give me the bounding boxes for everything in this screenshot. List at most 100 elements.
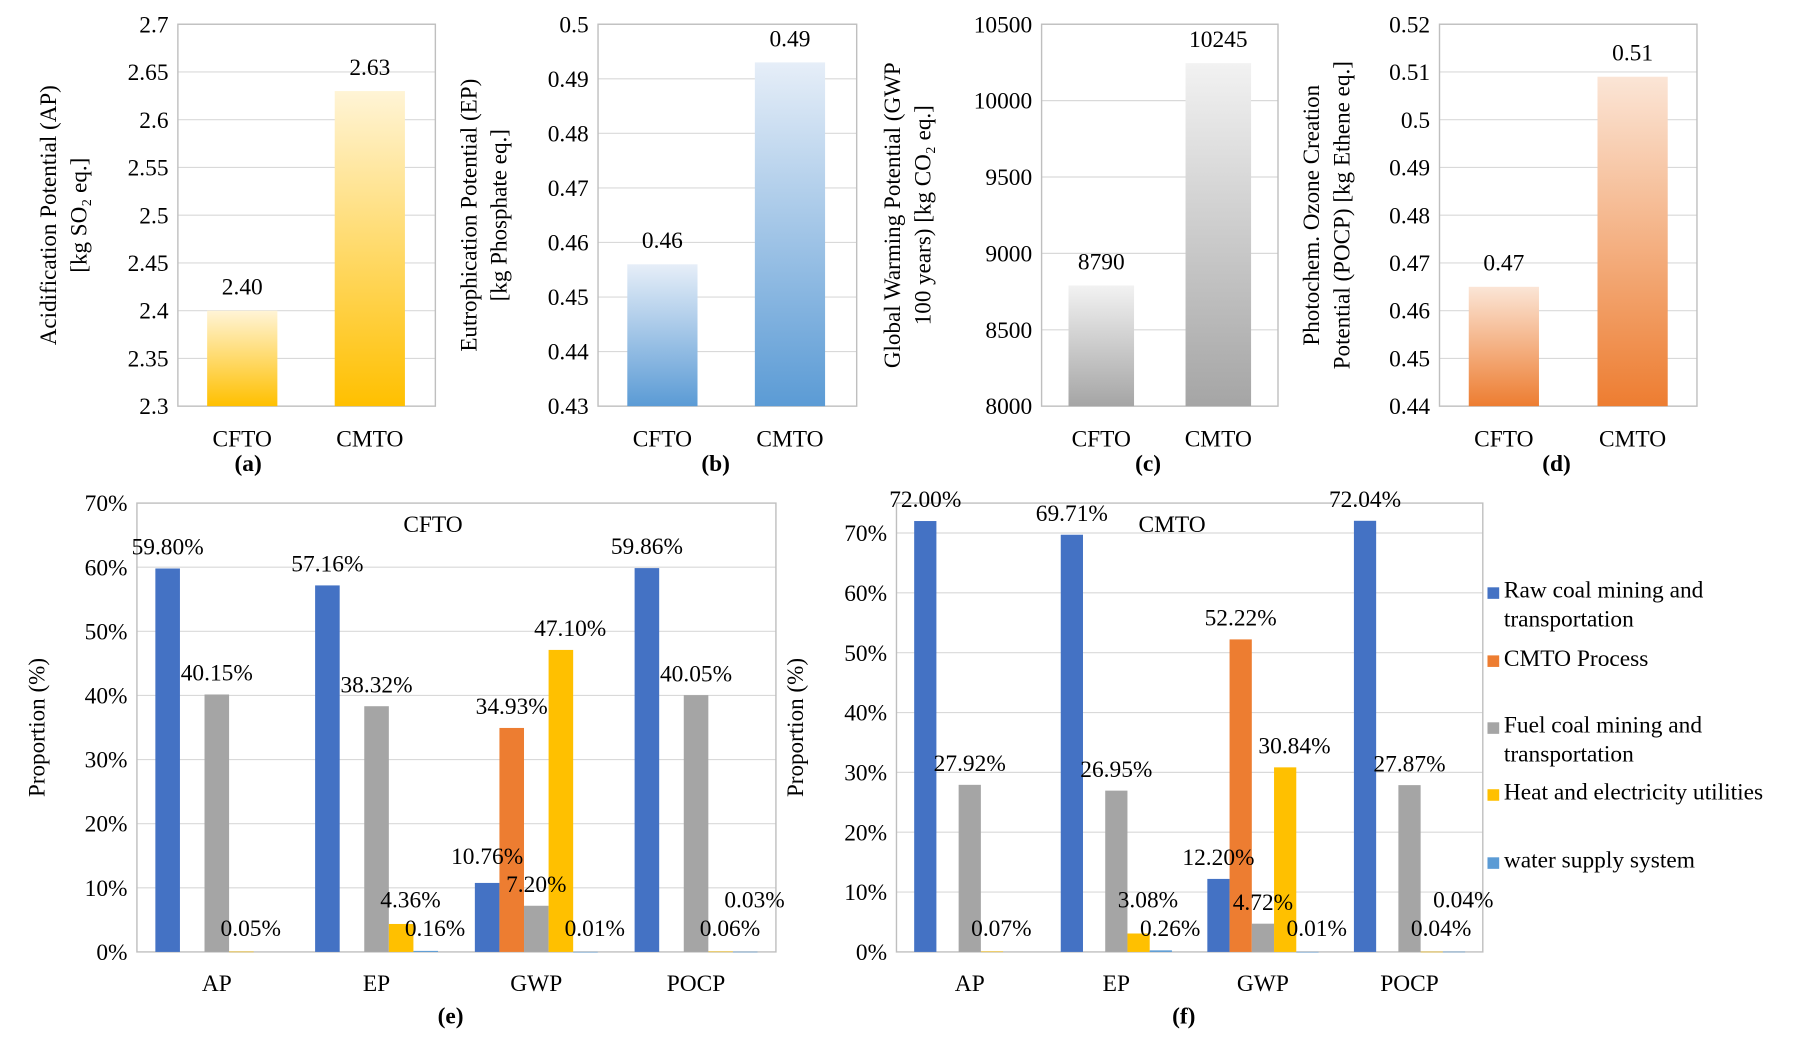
- y-tick-label: 0.44: [1389, 394, 1430, 420]
- bar-ap-series-3: [229, 951, 254, 953]
- y-tick-label: 8000: [985, 394, 1032, 420]
- y-tick-label: 0.5: [1401, 108, 1430, 134]
- y-tick-label: 50%: [844, 641, 887, 667]
- bar-ap-series-0: [914, 521, 937, 952]
- data-label: 0.06%: [700, 916, 760, 942]
- bar-ap-series-0: [155, 568, 180, 952]
- y-axis-label: Global Warming Potential (GWP: [880, 62, 906, 368]
- y-tick-label: 20%: [844, 820, 887, 846]
- bar-ep-series-0: [1060, 534, 1083, 952]
- data-label: 72.00%: [889, 487, 961, 513]
- y-tick-label: 0.47: [548, 176, 589, 202]
- data-label: 0.01%: [565, 916, 625, 942]
- panel-label: (a): [234, 451, 261, 477]
- y-tick-label: 2.6: [139, 108, 168, 134]
- y-tick-label: 0.45: [548, 285, 589, 311]
- y-tick-label: 10%: [85, 876, 128, 902]
- bar-cfto: [1068, 285, 1135, 407]
- plot-frame: [136, 502, 777, 953]
- x-tick-label: AP: [202, 971, 232, 997]
- y-axis-label: Eutrophication Potential (EP): [456, 79, 482, 352]
- data-label: 0.16%: [405, 916, 465, 942]
- y-tick-label: 0.48: [1389, 203, 1430, 229]
- bar-ap-series-2: [204, 694, 230, 952]
- x-tick-label: POCP: [667, 971, 726, 997]
- chart-b: 0.43 0.44 0.45 0.46 0.47 0.48 0.49 0.5 Eutrophic…: [456, 12, 858, 477]
- data-label: 40.15%: [181, 661, 253, 687]
- x-tick-label: CFTO: [213, 427, 272, 453]
- data-label: 59.80%: [132, 535, 204, 561]
- bar-gwp-series-2: [1251, 923, 1275, 952]
- x-tick-label: CMTO: [1185, 427, 1252, 453]
- y-tick-label: 40%: [85, 684, 128, 710]
- y-axis-label: 100 years) [kg CO₂ eq.]: [910, 105, 936, 325]
- legend-label: water supply system: [1504, 848, 1695, 874]
- bar-ep-series-3: [388, 923, 414, 952]
- data-label: 10.76%: [451, 844, 523, 870]
- y-tick-label: 0%: [856, 940, 887, 966]
- legend-label: CMTO Process: [1504, 646, 1649, 672]
- data-label: 0.46: [642, 228, 683, 254]
- x-tick-label: EP: [363, 971, 390, 997]
- y-axis-label: [kg Phosphate eq.]: [487, 129, 513, 301]
- y-tick-label: 0.48: [548, 122, 589, 148]
- data-label: 0.05%: [221, 916, 281, 942]
- bar-pocp-series-3: [1420, 951, 1443, 953]
- x-tick-label: CMTO: [1599, 427, 1666, 453]
- data-label: 4.72%: [1233, 890, 1293, 916]
- panel-label: (c): [1135, 451, 1161, 477]
- legend-label: Raw coal mining and: [1504, 578, 1704, 604]
- bar-gwp-series-3: [548, 649, 574, 952]
- data-label: 4.36%: [380, 888, 440, 914]
- y-tick-label: 0.49: [1389, 156, 1430, 182]
- data-label: 69.71%: [1036, 501, 1108, 527]
- chart-title: CFTO: [403, 512, 462, 538]
- data-label: 12.20%: [1182, 845, 1254, 871]
- legend-label: Fuel coal mining and: [1504, 713, 1703, 739]
- y-tick-label: 60%: [844, 581, 887, 607]
- legend-swatch: [1487, 655, 1500, 667]
- data-label: 0.26%: [1140, 916, 1200, 942]
- bar-cfto: [207, 310, 278, 407]
- y-tick-label: 2.5: [139, 203, 168, 229]
- data-label: 59.86%: [611, 534, 683, 560]
- y-tick-label: 30%: [844, 761, 887, 787]
- y-tick-label: 2.65: [128, 60, 169, 86]
- y-tick-label: 9500: [985, 165, 1032, 191]
- chart-e: 0% 10% 20% 30% 40% 50% 60% 70% Proportion (%) CFT…: [24, 491, 784, 1029]
- bar-ep-series-4: [1149, 950, 1172, 952]
- panel-label: (f): [1172, 1004, 1195, 1030]
- x-tick-label: CFTO: [633, 427, 692, 453]
- y-axis-label: Proportion (%): [783, 658, 809, 797]
- y-tick-label: 0%: [96, 940, 127, 966]
- data-label: 10245: [1189, 27, 1248, 53]
- bar-cfto: [1468, 286, 1539, 407]
- bar-cfto: [627, 264, 698, 407]
- legend-label: transportation: [1504, 742, 1634, 768]
- chart-d: 0.44 0.45 0.46 0.47 0.48 0.49 0.5 0.51 0.52 Photo…: [1299, 12, 1698, 477]
- panel-label: (d): [1542, 451, 1571, 477]
- y-tick-label: 2.3: [139, 394, 168, 420]
- x-tick-label: GWP: [510, 971, 562, 997]
- bar-ep-series-4: [413, 950, 438, 952]
- legend-swatch: [1487, 857, 1500, 869]
- chart-c: 8000 8500 9000 9500 10000 10500 Global Warming…: [880, 12, 1279, 477]
- y-axis-label: Proportion (%): [24, 658, 50, 797]
- bar-pocp-series-3: [708, 951, 733, 953]
- y-tick-label: 0.46: [548, 231, 589, 257]
- data-label: 30.84%: [1258, 734, 1330, 760]
- data-label: 7.20%: [506, 872, 566, 898]
- bar-gwp-series-1: [499, 727, 525, 952]
- bar-pocp-series-2: [1398, 785, 1421, 952]
- data-label: 38.32%: [340, 673, 412, 699]
- y-axis-label: Potential (POCP) [kg Ethene eq.]: [1329, 61, 1355, 369]
- plot-frame: [1040, 23, 1279, 407]
- y-tick-label: 30%: [85, 748, 128, 774]
- bar-gwp-series-0: [474, 882, 500, 952]
- legend-swatch: [1487, 722, 1500, 734]
- data-label: 0.49: [769, 26, 810, 52]
- data-label: 52.22%: [1205, 606, 1277, 632]
- legend-item: CMTO Process: [1487, 646, 1648, 672]
- bar-ep-series-3: [1127, 933, 1150, 952]
